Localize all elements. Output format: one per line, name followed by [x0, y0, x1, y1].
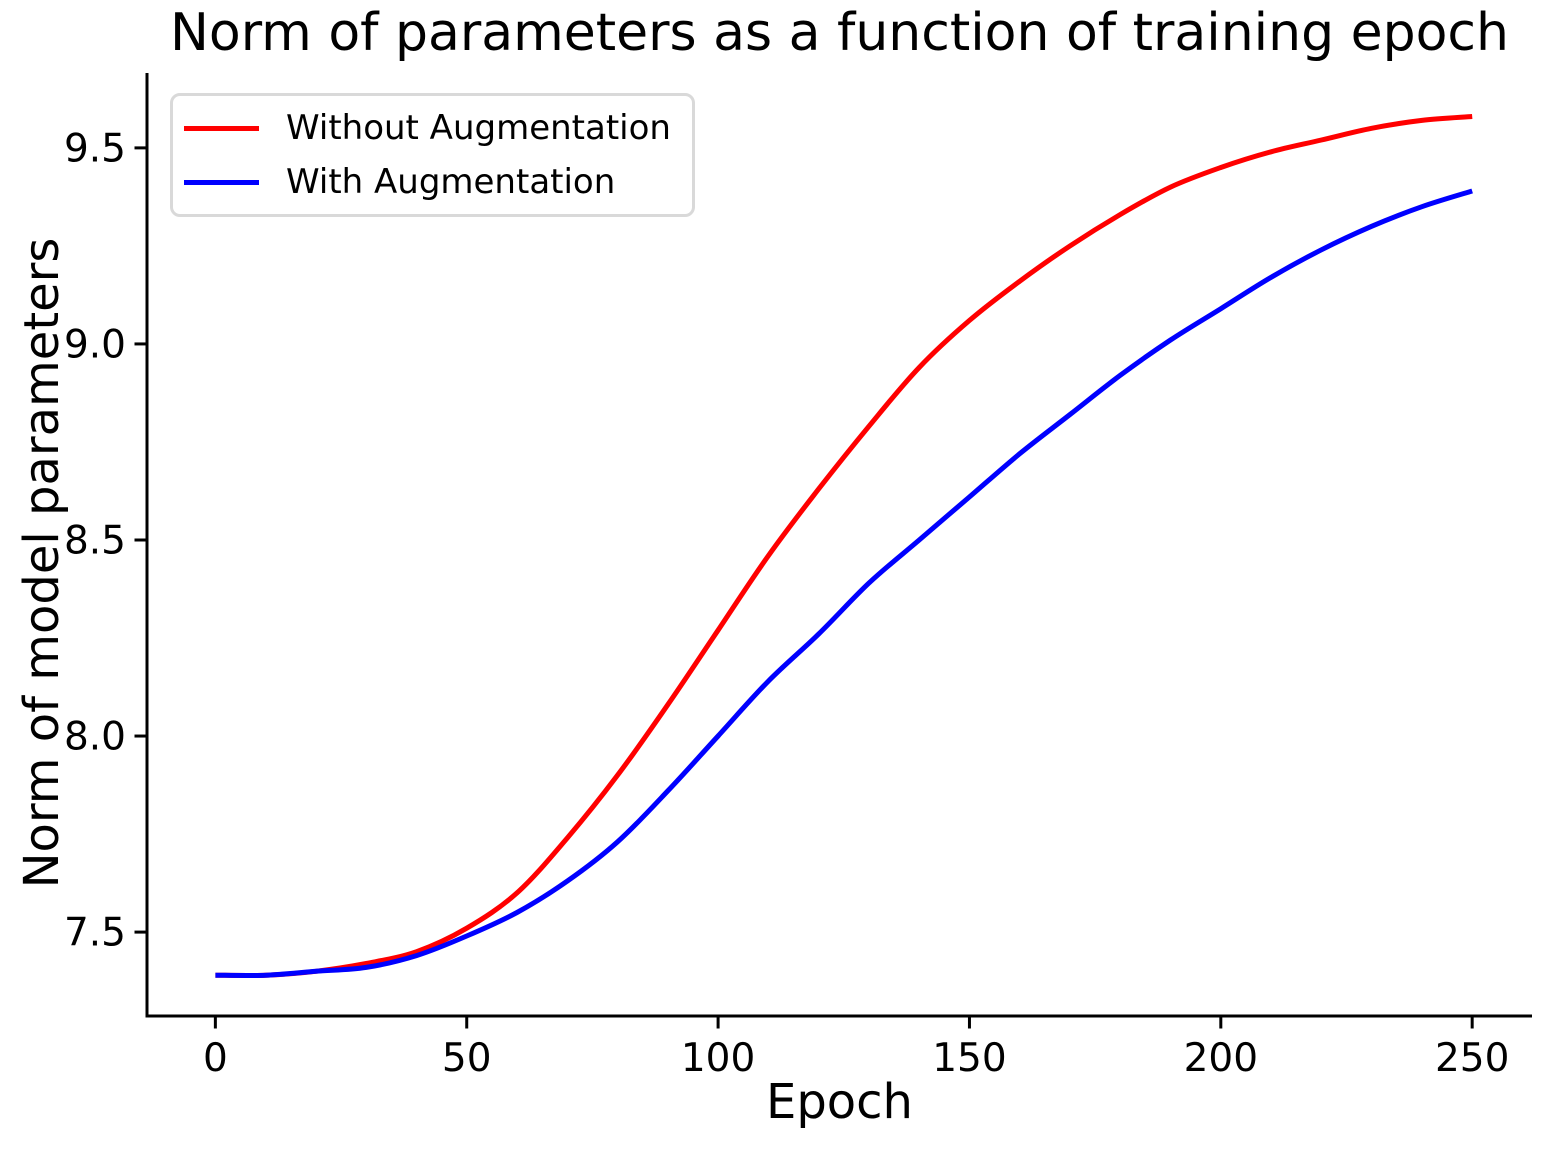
- series-line-with-augmentation: [215, 188, 1473, 979]
- y-tick-label: 8.5: [64, 518, 126, 563]
- x-tick-label: 150: [932, 1036, 1006, 1081]
- legend-line-swatch-without-augmentation: [184, 125, 259, 131]
- x-axis-label: Epoch: [766, 1074, 913, 1130]
- y-tick-label: 9.5: [64, 126, 126, 171]
- chart-title: Norm of parameters as a function of trai…: [170, 3, 1509, 63]
- y-tick-label: 8.0: [64, 715, 126, 760]
- legend-entry-with-augmentation: With Augmentation: [184, 160, 692, 204]
- y-tick-label: 7.5: [64, 911, 126, 956]
- series-line-without-augmentation: [215, 114, 1473, 979]
- legend-label: With Augmentation: [286, 162, 616, 202]
- legend-label: Without Augmentation: [286, 108, 671, 148]
- x-tick-label: 50: [442, 1036, 492, 1081]
- x-tick-label: 250: [1435, 1036, 1509, 1081]
- legend-entry-without-augmentation: Without Augmentation: [184, 106, 692, 150]
- x-tick-label: 0: [203, 1036, 228, 1081]
- x-tick-label: 200: [1184, 1036, 1258, 1081]
- x-tick-label: 100: [681, 1036, 755, 1081]
- y-axis-label: Norm of model parameters: [14, 237, 70, 889]
- y-tick-label: 9.0: [64, 322, 126, 367]
- legend: Without Augmentation With Augmentation: [170, 93, 695, 217]
- legend-line-swatch-with-augmentation: [184, 179, 259, 185]
